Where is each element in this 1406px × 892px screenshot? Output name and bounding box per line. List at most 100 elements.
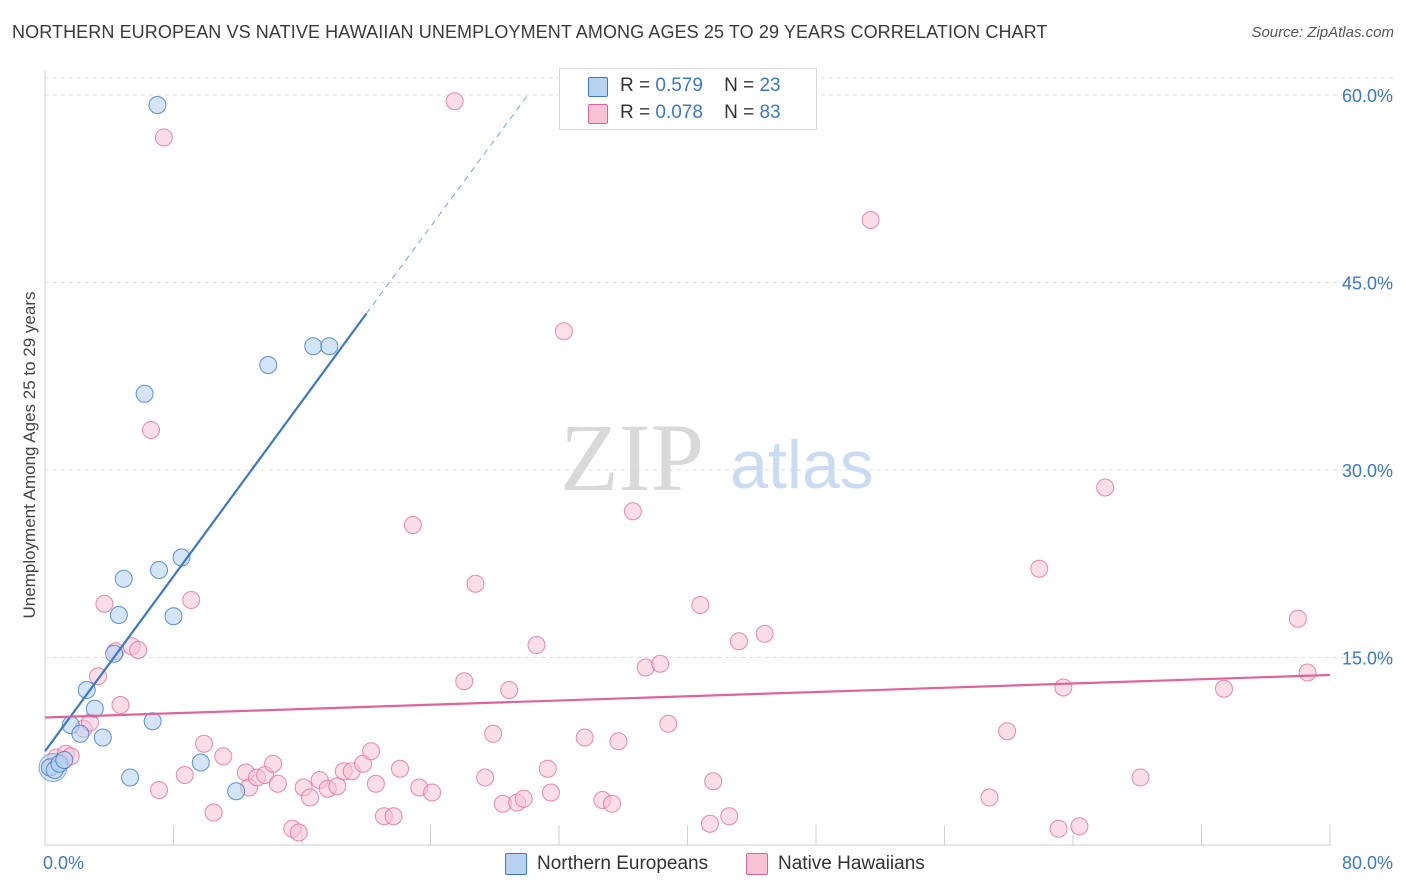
- data-point-northern-europeans: [109, 606, 128, 624]
- data-point-native-hawaiians: [403, 516, 422, 534]
- data-point-northern-europeans: [191, 753, 210, 772]
- data-point-northern-europeans: [55, 751, 74, 769]
- data-point-native-hawaiians: [445, 92, 464, 111]
- data-point-native-hawaiians: [466, 574, 485, 593]
- data-point-northern-europeans: [135, 384, 154, 403]
- data-point-native-hawaiians: [1096, 478, 1115, 497]
- data-point-native-hawaiians: [700, 814, 719, 833]
- data-point-native-hawaiians: [268, 774, 287, 793]
- data-point-northern-europeans: [77, 681, 96, 699]
- data-point-northern-europeans: [105, 644, 124, 663]
- n-value: 83: [759, 102, 781, 123]
- data-point-native-hawaiians: [455, 672, 474, 691]
- data-point-northern-europeans: [320, 337, 339, 356]
- n-label: N =: [724, 102, 755, 123]
- data-point-native-hawaiians: [527, 636, 546, 654]
- data-point-native-hawaiians: [554, 322, 573, 341]
- data-point-native-hawaiians: [1049, 819, 1068, 838]
- trend-lines: [44, 95, 1331, 752]
- data-point-native-hawaiians: [289, 823, 308, 842]
- data-point-northern-europeans: [93, 728, 112, 747]
- data-point-native-hawaiians: [175, 766, 194, 784]
- legend-swatch-pink: [588, 104, 608, 124]
- data-point-native-hawaiians: [484, 724, 503, 743]
- data-point-native-hawaiians: [980, 788, 999, 807]
- data-point-northern-europeans: [143, 712, 162, 731]
- watermark: ZIP atlas: [560, 404, 874, 511]
- data-point-native-hawaiians: [142, 421, 161, 439]
- data-point-native-hawaiians: [204, 803, 223, 822]
- r-label: R =: [620, 75, 651, 96]
- data-point-northern-europeans: [259, 356, 278, 374]
- data-point-native-hawaiians: [95, 594, 114, 613]
- data-point-native-hawaiians: [651, 654, 670, 673]
- trend-line-native-hawaiians: [44, 673, 1331, 719]
- data-point-northern-europeans: [121, 768, 140, 787]
- data-point-northern-europeans: [114, 569, 133, 588]
- legend-swatch-blue: [588, 77, 608, 97]
- data-point-northern-europeans: [71, 724, 90, 743]
- data-point-native-hawaiians: [150, 781, 169, 799]
- tick-labels: 15.0% 30.0% 45.0% 60.0% 0.0% 80.0%: [43, 86, 1393, 873]
- r-value: 0.579: [655, 75, 703, 96]
- data-point-native-hawaiians: [998, 722, 1017, 741]
- data-point-native-hawaiians: [623, 502, 642, 521]
- data-point-native-hawaiians: [264, 754, 283, 773]
- bottom-legend-swatch-pink: [746, 853, 768, 875]
- n-label: N =: [724, 75, 755, 96]
- r-value: 0.078: [655, 102, 703, 123]
- y-tick-label: 15.0%: [1342, 649, 1393, 669]
- data-point-northern-europeans: [227, 782, 246, 801]
- northern-europeans-points: [38, 96, 339, 801]
- y-axis-label: Unemployment Among Ages 25 to 29 years: [20, 291, 39, 619]
- data-point-northern-europeans: [164, 607, 183, 626]
- x-tick-label: 80.0%: [1342, 853, 1393, 873]
- data-point-native-hawaiians: [1214, 679, 1233, 698]
- data-point-native-hawaiians: [729, 632, 748, 651]
- data-point-native-hawaiians: [1288, 609, 1307, 628]
- data-point-native-hawaiians: [423, 783, 442, 802]
- data-point-native-hawaiians: [390, 759, 409, 778]
- data-point-native-hawaiians: [328, 777, 347, 796]
- data-point-native-hawaiians: [514, 789, 533, 808]
- y-tick-label: 45.0%: [1342, 274, 1393, 294]
- data-point-native-hawaiians: [603, 794, 622, 813]
- data-point-native-hawaiians: [195, 734, 214, 753]
- chart-title: NORTHERN EUROPEAN VS NATIVE HAWAIIAN UNE…: [12, 22, 1048, 42]
- data-point-native-hawaiians: [704, 772, 723, 791]
- data-point-native-hawaiians: [1070, 817, 1089, 836]
- r-label: R =: [620, 102, 651, 123]
- data-point-native-hawaiians: [111, 696, 130, 714]
- data-point-native-hawaiians: [720, 807, 739, 826]
- source-label: Source: ZipAtlas.com: [1251, 24, 1394, 41]
- data-point-native-hawaiians: [476, 768, 495, 787]
- data-point-native-hawaiians: [384, 807, 403, 826]
- correlation-legend: R = 0.579 N = 23 R = 0.078 N = 83: [559, 68, 817, 130]
- data-point-native-hawaiians: [366, 774, 385, 793]
- data-point-native-hawaiians: [1030, 559, 1049, 578]
- data-point-native-hawaiians: [214, 747, 233, 766]
- y-tick-label: 30.0%: [1342, 461, 1393, 481]
- trend-line-northern-europeans: [44, 313, 368, 752]
- watermark-atlas: atlas: [730, 427, 874, 503]
- data-point-northern-europeans: [304, 337, 323, 356]
- data-point-northern-europeans: [150, 561, 169, 579]
- data-point-northern-europeans: [148, 96, 167, 114]
- data-point-native-hawaiians: [659, 714, 678, 733]
- x-tick-label: 0.0%: [43, 853, 84, 873]
- y-tick-label: 60.0%: [1342, 86, 1393, 106]
- bottom-legend-swatch-blue: [505, 853, 527, 875]
- data-point-native-hawaiians: [538, 759, 557, 778]
- data-point-native-hawaiians: [541, 783, 560, 802]
- data-point-native-hawaiians: [609, 732, 628, 751]
- data-point-native-hawaiians: [1298, 663, 1317, 682]
- bottom-legend-label: Native Hawaiians: [778, 853, 925, 874]
- data-point-native-hawaiians: [575, 728, 594, 747]
- gridlines: [45, 77, 1395, 658]
- data-point-native-hawaiians: [362, 742, 381, 761]
- watermark-zip: ZIP: [560, 404, 704, 511]
- data-point-native-hawaiians: [1054, 678, 1073, 697]
- bottom-legend-label: Northern Europeans: [537, 853, 709, 874]
- data-point-native-hawaiians: [500, 681, 519, 699]
